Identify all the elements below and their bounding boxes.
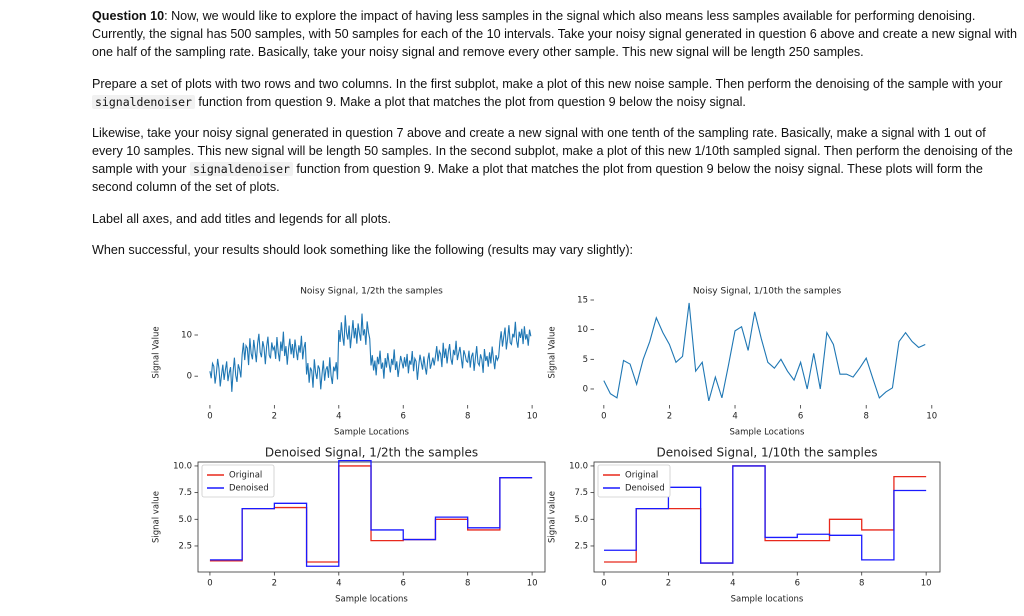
legend-label: Denoised [625, 484, 665, 494]
x-tick-label: 0 [207, 412, 212, 422]
y-tick-label: 5.0 [574, 515, 588, 525]
x-tick-label: 0 [601, 412, 606, 422]
legend-label: Original [229, 471, 262, 481]
x-tick-label: 4 [336, 412, 341, 422]
y-tick-label: 7.5 [178, 488, 192, 498]
x-tick-label: 6 [798, 412, 803, 422]
text-run: Label all axes, and add titles and legen… [92, 211, 391, 226]
text-run: function from question 9. Make a plot th… [92, 162, 983, 194]
y-tick-label: 0 [583, 384, 588, 394]
y-axis-label: Signal value [152, 491, 162, 543]
x-tick-label: 10 [527, 412, 538, 422]
subplot: Denoised Signal, 1/2th the samples Sample… [152, 446, 546, 605]
subplot: Noisy Signal, 1/10th the samples Sample L… [548, 287, 938, 438]
step-line [209, 459, 533, 567]
y-tick-label: 10.0 [569, 461, 588, 471]
step-series [209, 459, 533, 567]
y-tick-label: 5 [583, 355, 588, 365]
x-tick-label: 6 [401, 579, 406, 589]
x-tick-label: 8 [465, 579, 470, 589]
y-tick-label: 10 [181, 331, 192, 341]
legend-label: Denoised [229, 484, 269, 494]
code-text: signaldenoiser [190, 162, 293, 176]
x-tick-label: 8 [863, 412, 868, 422]
x-tick-label: 4 [730, 579, 735, 589]
x-tick-label: 10 [527, 579, 538, 589]
x-tick-label: 2 [667, 412, 672, 422]
subplot-title: Noisy Signal, 1/2th the samples [300, 287, 443, 297]
step-series [603, 465, 927, 564]
y-tick-label: 2.5 [574, 541, 588, 551]
y-tick-label: 7.5 [574, 488, 588, 498]
question-text: Question 10: Now, we would like to explo… [92, 7, 1018, 273]
text-run: function from question 9. Make a plot th… [194, 94, 746, 109]
paragraph: Label all axes, and add titles and legen… [92, 210, 1018, 228]
subplot-title: Denoised Signal, 1/2th the samples [265, 446, 478, 460]
y-tick-label: 5.0 [178, 515, 192, 525]
paragraph: Question 10: Now, we would like to explo… [92, 7, 1018, 61]
y-axis-label: Signal Value [548, 326, 558, 378]
y-tick-label: 2.5 [178, 541, 192, 551]
x-tick-label: 2 [272, 412, 277, 422]
x-axis-label: Sample locations [335, 595, 408, 605]
text-run: When successful, your results should loo… [92, 243, 634, 257]
y-axis-label: Signal Value [152, 326, 162, 378]
x-axis-label: Sample Locations [730, 428, 806, 438]
x-tick-label: 10 [926, 412, 937, 422]
subplot: Denoised Signal, 1/10th the samples Sampl… [548, 446, 941, 605]
y-tick-label: 10.0 [173, 461, 192, 471]
step-line [603, 465, 927, 564]
x-tick-label: 2 [666, 579, 671, 589]
x-axis-label: Sample locations [731, 595, 804, 605]
code-text: signaldenoiser [92, 94, 195, 109]
x-tick-label: 0 [207, 579, 212, 589]
y-axis-label: Signal value [548, 491, 558, 543]
x-tick-label: 2 [272, 579, 277, 589]
x-tick-label: 10 [921, 579, 932, 589]
x-axis-label: Sample Locations [334, 428, 410, 438]
x-tick-label: 8 [465, 412, 470, 422]
subplot: Noisy Signal, 1/2th the samples Sample Lo… [152, 287, 538, 438]
legend-box [597, 464, 671, 498]
subplot-title: Noisy Signal, 1/10th the samples [693, 287, 842, 297]
signal-line [603, 302, 926, 401]
text-run: Likewise, take your noisy signal generat… [92, 126, 1013, 176]
x-tick-label: 8 [859, 579, 864, 589]
x-tick-label: 6 [401, 412, 406, 422]
text-run: Prepare a set of plots with two rows and… [92, 76, 1003, 91]
paragraph: When successful, your results should loo… [92, 241, 1018, 259]
x-tick-label: 0 [601, 579, 606, 589]
text-run: : Now, we would like to explore the impa… [92, 9, 1018, 59]
subplot-title: Denoised Signal, 1/10th the samples [657, 446, 878, 460]
x-tick-label: 4 [336, 579, 341, 589]
bold-text: Question 10 [92, 9, 165, 23]
y-tick-label: 15 [577, 296, 588, 306]
x-tick-label: 4 [732, 412, 737, 422]
axes-frame [593, 461, 941, 573]
y-tick-label: 10 [577, 325, 588, 335]
x-tick-label: 6 [795, 579, 800, 589]
paragraph: Likewise, take your noisy signal generat… [92, 124, 1018, 196]
signal-line [209, 313, 532, 392]
y-tick-label: 0 [187, 372, 192, 382]
paragraph: Prepare a set of plots with two rows and… [92, 75, 1018, 111]
legend-box [201, 464, 275, 498]
legend-label: Original [625, 471, 658, 481]
